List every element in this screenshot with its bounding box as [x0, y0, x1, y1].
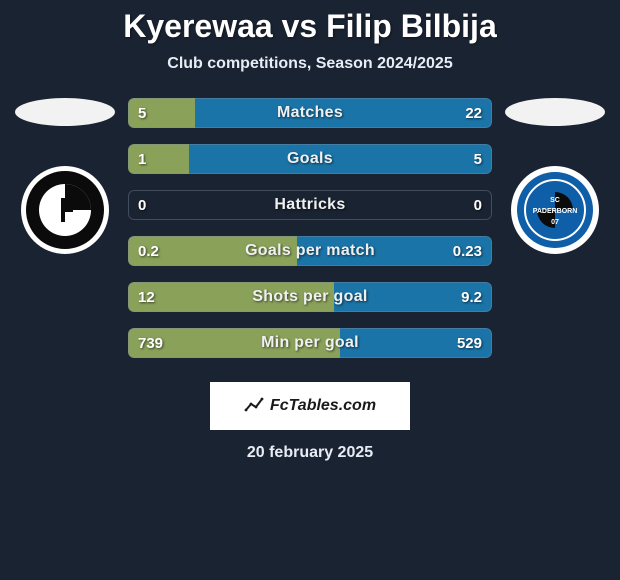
club-badge-right-icon: SC PADERBORN 07 [515, 170, 595, 250]
club-badge-left [21, 166, 109, 254]
watermark: FcTables.com [210, 382, 410, 430]
bar-label: Hattricks [128, 190, 492, 220]
comparison-card: Kyerewaa vs Filip Bilbija Club competiti… [0, 0, 620, 580]
player-right-name: Filip Bilbija [326, 8, 497, 44]
comparison-bars: 522Matches 15Goals 00Hattricks 0.20.23Goals… [120, 98, 500, 374]
bar-row: 00Hattricks [128, 190, 492, 220]
bar-row: 739529Min per goal [128, 328, 492, 358]
vs-separator: vs [273, 8, 326, 44]
svg-text:07: 07 [551, 219, 559, 226]
bar-row: 15Goals [128, 144, 492, 174]
country-flag-left [15, 98, 115, 126]
chart-icon [244, 396, 264, 416]
svg-text:SC: SC [550, 197, 560, 204]
bar-label: Shots per goal [128, 282, 492, 312]
main-row: 522Matches 15Goals 00Hattricks 0.20.23Goals… [0, 98, 620, 374]
page-title: Kyerewaa vs Filip Bilbija [0, 0, 620, 45]
subtitle: Club competitions, Season 2024/2025 [0, 55, 620, 73]
club-badge-left-icon [25, 170, 105, 250]
player-left-name: Kyerewaa [123, 8, 272, 44]
club-badge-right: SC PADERBORN 07 [511, 166, 599, 254]
bar-label: Goals per match [128, 236, 492, 266]
svg-text:PADERBORN: PADERBORN [533, 208, 578, 215]
country-flag-right [505, 98, 605, 126]
bar-row: 129.2Shots per goal [128, 282, 492, 312]
bar-row: 522Matches [128, 98, 492, 128]
right-side: SC PADERBORN 07 [500, 98, 610, 254]
bar-label: Matches [128, 98, 492, 128]
bar-row: 0.20.23Goals per match [128, 236, 492, 266]
bar-label: Goals [128, 144, 492, 174]
bar-label: Min per goal [128, 328, 492, 358]
left-side [10, 98, 120, 254]
date-label: 20 february 2025 [0, 444, 620, 462]
watermark-text: FcTables.com [270, 397, 376, 415]
